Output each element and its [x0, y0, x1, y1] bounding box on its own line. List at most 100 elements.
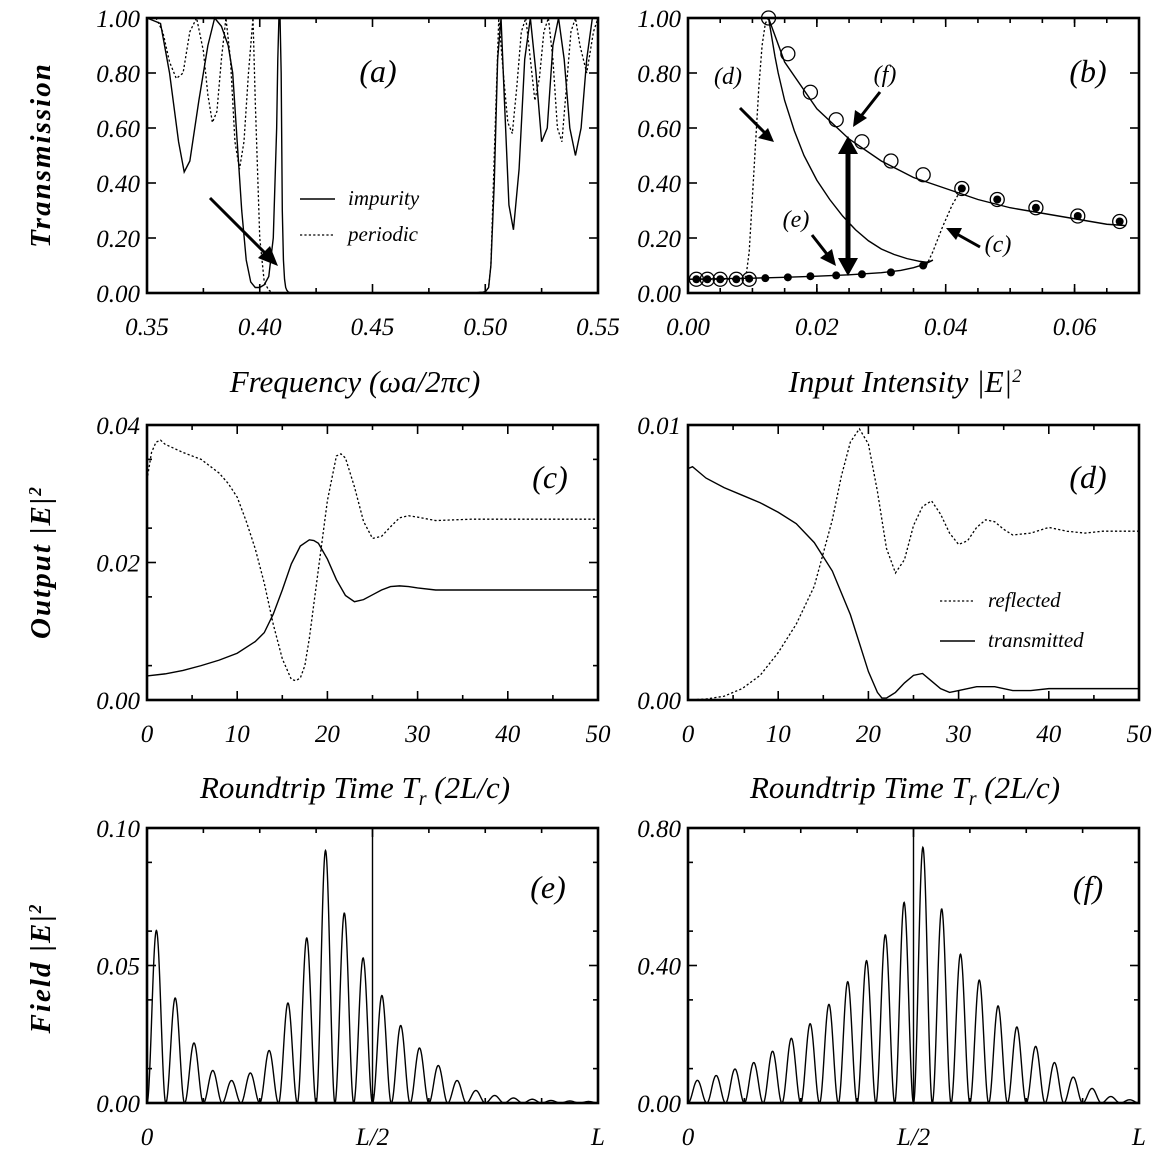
open-marker — [989, 191, 1005, 208]
y-tick-label: 0.02 — [96, 551, 140, 578]
open-marker — [828, 112, 844, 128]
filled-marker — [692, 275, 701, 284]
filled-marker — [1073, 212, 1082, 220]
open-marker — [1070, 208, 1086, 224]
x-tick-label: 30 — [945, 721, 972, 748]
y-tick-label: 0.60 — [637, 116, 681, 143]
arrow-head — [758, 128, 774, 142]
y-tick-label: 0.80 — [637, 816, 681, 843]
open-marker — [741, 271, 757, 287]
y-axis-label: Output |E|2 — [25, 485, 57, 639]
arrow-head — [853, 110, 867, 127]
y-tick-label: 0.60 — [96, 116, 140, 143]
panel-label: (c) — [532, 459, 568, 495]
x-tick-label: 0 — [141, 721, 154, 748]
filled-marker — [857, 270, 866, 279]
x-tick-label: 30 — [404, 721, 431, 748]
series-switch-up-d- — [688, 17, 770, 280]
series-upper-branch — [767, 17, 1127, 227]
double-arrow-head-up — [838, 136, 858, 154]
y-tick-label: 0.10 — [96, 816, 140, 843]
y-tick-label: 0.40 — [637, 171, 681, 198]
x-tick-label: L — [590, 1124, 605, 1151]
x-axis-label: Roundtrip Time Tr (2L/c) — [749, 770, 1060, 810]
panel-label: (d) — [1069, 459, 1106, 495]
y-tick-label: 0.00 — [96, 281, 140, 308]
x-tick-label: 50 — [586, 721, 612, 748]
x-tick-label: 0.06 — [1053, 314, 1097, 341]
panel-label: (e) — [530, 869, 566, 905]
arrow-head — [258, 246, 278, 266]
open-marker — [802, 84, 819, 100]
series-middle-branch — [767, 17, 934, 263]
x-tick-label: 0.55 — [576, 314, 620, 341]
open-marker — [854, 134, 870, 150]
filled-marker — [1115, 217, 1124, 226]
open-marker — [883, 153, 899, 169]
filled-marker — [957, 184, 966, 193]
legend-label: reflected — [988, 588, 1061, 612]
panel-a: 0.00 0.20 0.40 0.60 0.80 1.00 0.35 0.40 0.45 0.50… — [25, 6, 620, 399]
x-tick-label: 0.45 — [351, 314, 395, 341]
panel-c: 0.00 0.02 0.04 0 10 20 30 40 50 (c) Roundtrip Time… — [25, 413, 611, 810]
series-reflected — [687, 427, 1139, 701]
filled-marker — [716, 275, 725, 284]
x-tick-label: 20 — [315, 721, 341, 748]
arrow-line — [954, 231, 981, 249]
y-tick-label: 0.04 — [96, 413, 140, 440]
x-axis-label: Input Intensity |E|2 — [788, 364, 1022, 399]
annotation-label: (d) — [714, 64, 742, 90]
x-axis-label: Roundtrip Time Tr (2L/c) — [199, 770, 510, 810]
panel-d: 0.00 0.01 0 10 20 30 40 50 (d) Roundtrip Time Tr … — [637, 413, 1152, 810]
y-tick-label: 0.00 — [637, 688, 681, 715]
x-tick-label: 0.00 — [666, 314, 710, 341]
legend-label: periodic — [346, 222, 419, 246]
x-tick-label: 0 — [141, 1124, 154, 1151]
filled-marker — [993, 195, 1002, 204]
plot-frame — [145, 423, 600, 702]
open-marker — [915, 167, 931, 183]
x-tick-label: 40 — [1036, 721, 1062, 748]
y-tick-label: 1.00 — [96, 6, 140, 33]
open-marker — [1112, 213, 1128, 230]
x-tick-label: 0 — [682, 1124, 695, 1151]
y-tick-label: 0.80 — [637, 61, 681, 88]
x-tick-label: L/2 — [355, 1124, 389, 1151]
series-periodic — [147, 16, 599, 294]
panel-f: 0.00 0.40 0.80 0 L/2 L (f) — [637, 816, 1146, 1151]
arrow-line — [208, 196, 272, 260]
x-tick-label: 50 — [1127, 721, 1153, 748]
x-tick-label: 10 — [225, 721, 251, 748]
open-marker — [780, 46, 796, 62]
series-reflected — [146, 439, 598, 682]
series-switch-up-c- — [925, 188, 963, 266]
x-tick-label: 40 — [495, 721, 521, 748]
y-tick-label: 0.01 — [637, 413, 681, 440]
series-transmitted — [687, 465, 1139, 699]
y-tick-label: 0.40 — [637, 954, 681, 981]
x-tick-label: 0.40 — [238, 314, 282, 341]
y-axis-label: Field |E|2 — [25, 903, 57, 1035]
open-marker — [1028, 200, 1044, 216]
arrow-line — [738, 106, 770, 138]
annotation-label: (e) — [783, 207, 810, 233]
x-tick-label: 20 — [856, 721, 882, 748]
x-tick-label: 0 — [682, 721, 695, 748]
y-tick-label: 0.80 — [96, 61, 140, 88]
x-tick-label: L/2 — [896, 1124, 930, 1151]
x-axis-label: Frequency (ωa/2πc) — [229, 364, 481, 399]
open-marker — [712, 271, 728, 287]
x-tick-label: 0.02 — [795, 314, 839, 341]
filled-marker — [703, 275, 712, 284]
legend-label: transmitted — [988, 628, 1084, 652]
y-axis-label: Transmission — [25, 62, 57, 248]
y-tick-label: 0.40 — [96, 171, 140, 198]
y-tick-label: 0.00 — [96, 688, 140, 715]
panel-label: (f) — [1073, 869, 1103, 905]
y-tick-label: 1.00 — [637, 6, 681, 33]
y-tick-label: 0.05 — [96, 954, 140, 981]
double-arrow-head-down — [838, 258, 858, 276]
filled-marker — [1031, 203, 1040, 212]
annotation-label: (f) — [874, 62, 897, 88]
